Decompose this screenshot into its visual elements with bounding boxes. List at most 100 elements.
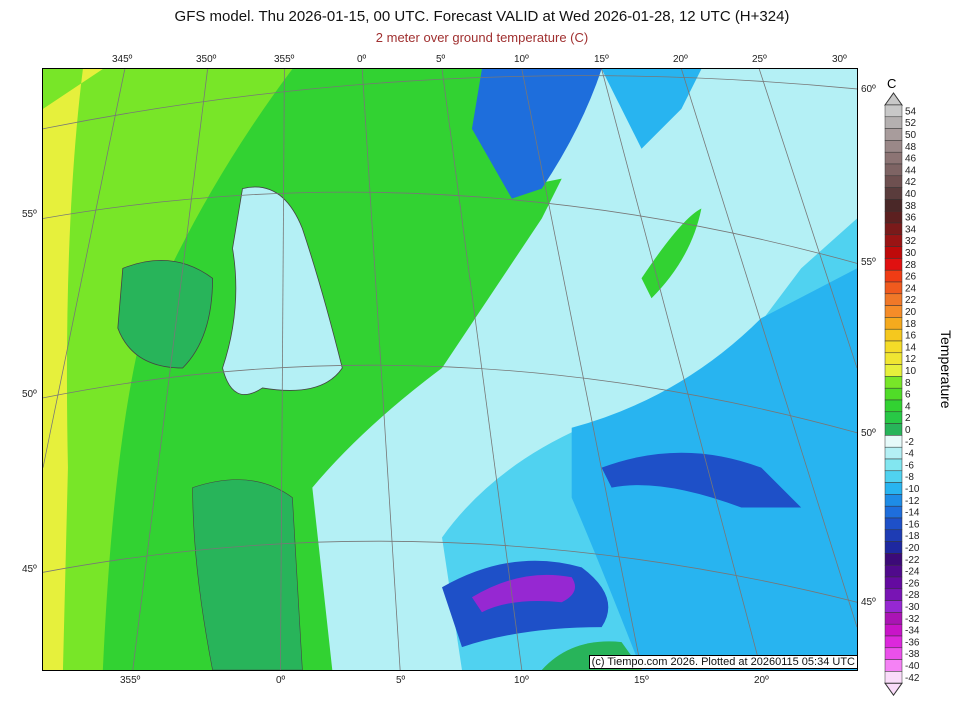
colorbar-swatch <box>884 423 903 436</box>
colorbar-tick-label: -32 <box>905 614 920 625</box>
colorbar-tick-label: -18 <box>905 531 920 542</box>
colorbar-tick-label: 2 <box>905 413 911 424</box>
colorbar-swatch <box>884 352 903 365</box>
colorbar-tick-label: 10 <box>905 366 917 377</box>
colorbar-tick-label: 50 <box>905 130 917 141</box>
colorbar-swatch <box>884 411 903 424</box>
colorbar-tick-label: -6 <box>905 460 914 471</box>
colorbar-tick-label: 18 <box>905 319 917 330</box>
colorbar-swatch <box>884 305 903 318</box>
colorbar-swatch <box>884 116 903 129</box>
colorbar-swatch <box>884 600 903 613</box>
alps-peak-region <box>471 574 576 613</box>
colorbar-label: Temperature <box>938 330 954 409</box>
colorbar-tick-label: 8 <box>905 378 911 389</box>
colorbar-swatch <box>884 140 903 153</box>
norway-cold-region <box>471 69 602 199</box>
colorbar-swatch <box>884 399 903 413</box>
colorbar-swatch <box>884 269 903 283</box>
colorbar-swatch <box>884 647 903 660</box>
colorbar-tick-label: -38 <box>905 649 920 660</box>
colorbar-tick-label: 54 <box>905 106 917 117</box>
colorbar-tick-label: 0 <box>905 425 911 436</box>
colorbar-swatch <box>884 541 903 554</box>
colorbar-tick-label: 28 <box>905 260 917 271</box>
colorbar-tick-label: 20 <box>905 307 917 318</box>
colorbar-tick-label: -42 <box>905 673 920 684</box>
colorbar-tick-label: 40 <box>905 189 917 200</box>
colorbar-swatch <box>884 494 903 507</box>
colorbar-swatch <box>884 435 903 448</box>
colorbar-tick-label: 12 <box>905 354 917 365</box>
top-lon-label: 355º <box>274 54 295 65</box>
colorbar-swatch <box>884 376 903 389</box>
colorbar-swatch <box>884 163 903 177</box>
temperature-map <box>42 68 858 671</box>
top-lon-label: 15º <box>594 54 609 65</box>
sweden-region <box>601 69 702 149</box>
colorbar-swatch <box>884 482 903 495</box>
colorbar-tick-label: -16 <box>905 519 920 530</box>
bottom-lon-label: 355º <box>120 675 141 686</box>
carpathian-region <box>601 452 802 508</box>
colorbar-swatch <box>884 564 903 578</box>
colorbar-swatch <box>884 446 903 460</box>
colorbar-tick-label: -10 <box>905 484 920 495</box>
colorbar-swatch <box>884 104 903 118</box>
left-lat-label: 45º <box>22 564 37 575</box>
western-france <box>192 479 303 670</box>
colorbar-swatch <box>884 246 903 259</box>
colorbar-swatch <box>884 317 903 330</box>
colorbar-swatch <box>884 576 903 590</box>
top-lon-label: 350º <box>196 54 217 65</box>
colorbar-swatch <box>884 210 903 224</box>
bottom-lon-label: 5º <box>396 675 406 686</box>
colorbar-swatch <box>884 387 903 401</box>
colorbar-tick-label: 24 <box>905 283 917 294</box>
colorbar-tick-label: 48 <box>905 142 917 153</box>
colorbar: 5452504846444240383634323028262422201816… <box>884 92 920 696</box>
colorbar-swatch <box>884 293 903 306</box>
colorbar-tick-label: -4 <box>905 449 914 460</box>
chart-title: GFS model. Thu 2026-01-15, 00 UTC. Forec… <box>174 8 790 25</box>
colorbar-tick-label: 44 <box>905 165 917 176</box>
warmest-atlantic-region <box>43 69 103 670</box>
colorbar-swatch <box>884 151 903 165</box>
colorbar-swatch <box>884 281 903 295</box>
colorbar-tick-label: 32 <box>905 236 917 247</box>
colorbar-tick-label: -36 <box>905 637 920 648</box>
colorbar-tick-label: -28 <box>905 590 920 601</box>
colorbar-swatch <box>884 340 903 354</box>
colorbar-swatch <box>884 175 903 188</box>
colorbar-tick-label: -14 <box>905 508 920 519</box>
colorbar-tick-label: -12 <box>905 496 920 507</box>
colorbar-tick-label: -2 <box>905 437 914 448</box>
colorbar-tick-label: 34 <box>905 224 917 235</box>
colorbar-tick-label: -20 <box>905 543 920 554</box>
colorbar-swatch <box>884 187 903 200</box>
colorbar-swatch <box>884 199 903 212</box>
copyright-credit: (c) Tiempo.com 2026. Plotted at 20260115… <box>588 655 858 669</box>
colorbar-bottom-arrow <box>884 682 903 696</box>
colorbar-tick-label: 16 <box>905 331 917 342</box>
colorbar-swatch <box>884 258 903 271</box>
top-lon-label: 30º <box>832 54 847 65</box>
colorbar-tick-label: 4 <box>905 401 911 412</box>
great-britain <box>222 186 343 395</box>
colorbar-top-arrow <box>884 92 903 106</box>
colorbar-swatch <box>884 612 903 625</box>
colorbar-swatch <box>884 553 903 566</box>
colorbar-swatch <box>884 588 903 601</box>
bottom-lon-label: 15º <box>634 675 649 686</box>
left-lat-label: 55º <box>22 209 37 220</box>
right-lat-label: 45º <box>861 597 876 608</box>
colorbar-swatch <box>884 128 903 141</box>
right-lat-label: 60º <box>861 84 876 95</box>
bottom-lon-label: 10º <box>514 675 529 686</box>
top-lon-label: 345º <box>112 54 133 65</box>
ireland <box>117 259 213 369</box>
warm-atlantic-region <box>43 69 293 670</box>
colorbar-swatch <box>884 635 903 649</box>
colorbar-tick-label: 22 <box>905 295 917 306</box>
colorbar-tick-label: 36 <box>905 213 917 224</box>
